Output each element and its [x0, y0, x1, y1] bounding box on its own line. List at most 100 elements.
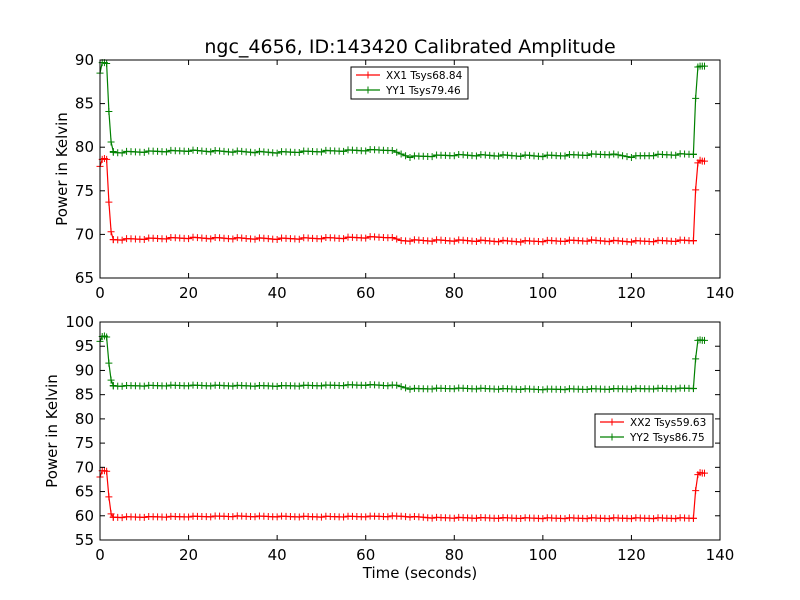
data-point: [185, 513, 193, 521]
y-tick-label: 90: [75, 51, 94, 69]
data-point: [672, 515, 680, 523]
data-point: [701, 157, 708, 165]
axes-frame: [99, 321, 721, 541]
data-point: [340, 513, 348, 521]
y-tick-label: 85: [75, 386, 94, 404]
data-point: [692, 94, 700, 102]
data-point: [251, 149, 259, 157]
x-tick-label: 120: [617, 546, 646, 564]
data-point: [406, 385, 414, 393]
data-point: [105, 493, 113, 501]
data-point: [140, 148, 148, 156]
data-point: [428, 514, 436, 522]
x-tick-label: 0: [95, 284, 105, 302]
data-point: [273, 149, 281, 157]
series-line-2: [99, 335, 705, 391]
data-point: [118, 382, 126, 390]
data-point: [162, 382, 170, 390]
data-point: [689, 150, 697, 158]
data-point: [517, 385, 525, 393]
x-axis-label: Time (seconds): [362, 564, 478, 582]
data-point: [107, 138, 115, 146]
data-point: [107, 228, 115, 236]
y-tick-label: 65: [75, 269, 94, 287]
data-point: [605, 385, 613, 393]
data-point: [583, 385, 591, 393]
legend-box: [350, 66, 469, 100]
data-point: [207, 148, 215, 156]
data-point: [362, 513, 370, 521]
data-point: [650, 152, 658, 160]
data-point: [517, 152, 525, 160]
data-point: [650, 515, 658, 523]
y-tick-label: 70: [75, 458, 94, 476]
data-point: [605, 151, 613, 159]
legend: XX2 Tsys59.63 YY2 Tsys86.75: [594, 413, 714, 448]
data-point: [107, 376, 115, 384]
x-tick-label: 100: [529, 284, 558, 302]
data-point: [561, 386, 569, 394]
y-axis-label: Power in Kelvin: [43, 374, 61, 488]
data-point: [561, 152, 569, 160]
chart-title: ngc_4656, ID:143420 Calibrated Amplitude: [204, 36, 615, 58]
data-point: [340, 235, 348, 243]
data-point: [362, 147, 370, 155]
y-axis-label: Power in Kelvin: [53, 112, 71, 226]
data-point: [229, 513, 237, 521]
data-point: [428, 237, 436, 245]
data-point: [162, 513, 170, 521]
y-tick-label: 75: [75, 182, 94, 200]
data-point: [495, 514, 503, 522]
x-tick-label: 80: [445, 284, 464, 302]
data-point: [701, 62, 708, 70]
data-point: [229, 235, 237, 243]
data-point: [229, 148, 237, 156]
data-point: [583, 515, 591, 523]
data-point: [251, 382, 259, 390]
data-point: [384, 382, 392, 390]
data-point: [207, 382, 215, 390]
data-point: [103, 59, 111, 67]
data-point: [393, 148, 401, 156]
data-point: [517, 238, 525, 246]
data-point: [428, 385, 436, 393]
data-point: [406, 237, 414, 245]
y-tick-label: 95: [75, 337, 94, 355]
y-tick-label: 55: [75, 531, 94, 549]
data-point: [397, 150, 405, 158]
data-point: [627, 238, 635, 246]
data-point: [539, 238, 547, 246]
data-point: [105, 359, 113, 367]
data-point: [317, 235, 325, 243]
data-point: [650, 238, 658, 246]
series-markers-1: [96, 467, 708, 523]
x-tick-label: 60: [356, 284, 375, 302]
data-point: [388, 233, 396, 241]
data-point: [692, 186, 700, 194]
data-point: [105, 198, 113, 206]
data-point: [140, 513, 148, 521]
data-point: [472, 385, 480, 393]
x-tick-label: 0: [95, 546, 105, 564]
data-point: [140, 382, 148, 390]
data-point: [539, 386, 547, 394]
y-tick-label: 60: [75, 507, 94, 525]
data-point: [118, 149, 126, 157]
data-point: [393, 235, 401, 243]
data-point: [118, 514, 126, 522]
data-point: [614, 151, 622, 159]
x-tick-label: 40: [268, 284, 287, 302]
data-point: [692, 355, 700, 363]
series-line-1: [99, 470, 705, 520]
data-point: [397, 383, 405, 391]
data-point: [623, 153, 631, 161]
data-point: [273, 382, 281, 390]
data-point: [406, 153, 414, 161]
x-tick-label: 20: [179, 546, 198, 564]
data-point: [162, 235, 170, 243]
data-point: [317, 382, 325, 390]
series-markers-1: [96, 155, 708, 246]
data-point: [105, 107, 113, 115]
data-point: [495, 385, 503, 393]
data-point: [207, 513, 215, 521]
